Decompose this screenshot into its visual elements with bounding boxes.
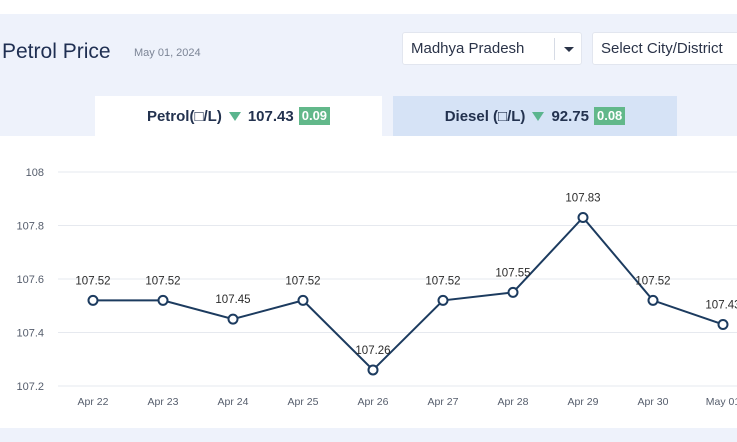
tab-petrol-price: 107.43 — [247, 107, 294, 125]
y-tick-label: 107.2 — [16, 381, 44, 393]
price-line-chart: 108 107.8 107.6 107.4 107.2 Apr 22 Apr 23 Apr 2… — [16, 167, 737, 408]
x-tick-label: Apr 26 — [358, 396, 389, 408]
y-tick-label: 107.8 — [16, 221, 44, 233]
state-dropdown-value: Madhya Pradesh — [411, 40, 525, 57]
y-tick-label: 107.4 — [16, 328, 44, 340]
x-tick-label: Apr 22 — [78, 396, 109, 408]
page-title: Petrol Price — [2, 40, 111, 63]
x-tick-label: Apr 25 — [288, 396, 319, 408]
top-strip — [0, 0, 737, 14]
data-label: 107.45 — [215, 294, 250, 306]
price-down-icon — [228, 111, 241, 121]
data-point — [157, 294, 169, 306]
data-label: 107.83 — [565, 192, 600, 204]
price-date: May 01, 2024 — [134, 47, 201, 59]
data-point — [367, 364, 379, 376]
x-tick-label: Apr 28 — [498, 396, 529, 408]
data-label: 107.52 — [75, 275, 110, 287]
tab-petrol-label: Petrol(□/L) — [146, 107, 222, 125]
tab-petrol-change-badge: 0.09 — [298, 107, 331, 125]
data-point — [87, 294, 99, 306]
data-point — [717, 318, 729, 330]
data-label: 107.52 — [285, 275, 320, 287]
data-label: 107.55 — [495, 267, 530, 279]
data-point — [437, 294, 449, 306]
tab-diesel-change-badge: 0.08 — [593, 107, 626, 125]
city-dropdown-placeholder: Select City/District — [601, 40, 723, 57]
chart-panel: 108 107.8 107.6 107.4 107.2 Apr 22 Apr 23 Apr 2… — [0, 136, 737, 428]
x-tick-label: Apr 23 — [148, 396, 179, 408]
price-down-icon — [532, 111, 545, 121]
tab-diesel-label: Diesel (□/L) — [444, 107, 526, 125]
x-tick-label: Apr 24 — [218, 396, 249, 408]
dropdown-divider — [554, 38, 555, 60]
data-point — [227, 313, 239, 325]
data-point — [507, 286, 519, 298]
data-label: 107.52 — [425, 275, 460, 287]
chevron-down-icon[interactable] — [564, 47, 574, 52]
data-point — [577, 211, 589, 223]
y-tick-label: 107.6 — [16, 274, 44, 286]
tab-diesel[interactable]: Diesel (□/L) 92.75 0.08 — [393, 96, 677, 136]
state-dropdown[interactable]: Madhya Pradesh — [402, 32, 582, 65]
x-tick-label: Apr 30 — [638, 396, 669, 408]
data-point — [297, 294, 309, 306]
series-line — [93, 215, 724, 372]
x-tick-label: Apr 27 — [428, 396, 459, 408]
city-dropdown[interactable]: Select City/District — [592, 32, 737, 65]
y-tick-label: 108 — [26, 167, 44, 179]
tab-petrol[interactable]: Petrol(□/L) 107.43 0.09 — [95, 96, 382, 136]
data-label: 107.52 — [635, 275, 670, 287]
data-label: 107.52 — [145, 275, 180, 287]
tab-diesel-price: 92.75 — [551, 107, 589, 125]
data-label: 107.43 — [705, 299, 737, 311]
x-tick-label: May 01 — [706, 396, 737, 408]
x-tick-label: Apr 29 — [568, 396, 599, 408]
data-label: 107.26 — [355, 345, 390, 357]
data-point — [647, 294, 659, 306]
